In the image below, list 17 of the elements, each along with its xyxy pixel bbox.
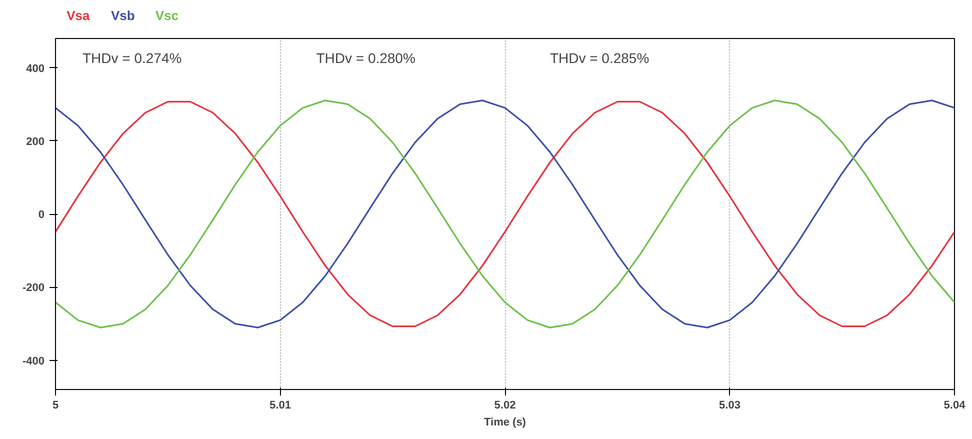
y-tick-label: 200 [26, 136, 45, 148]
annotation: THDv = 0.274% [82, 50, 182, 66]
y-tick-label: -200 [22, 282, 45, 294]
x-tick-label: 5 [52, 400, 59, 412]
annotation: THDv = 0.280% [316, 50, 416, 66]
text: Vsc [155, 8, 179, 23]
y-tick-label: 0 [38, 209, 45, 221]
y-tick-label: -400 [22, 355, 45, 368]
y-tick-label: 400 [26, 62, 45, 75]
x-tick-label: 5.02 [494, 400, 516, 412]
x-tick-label: 5.01 [270, 400, 291, 412]
x-tick-label: 5.04 [944, 400, 966, 412]
x-tick-label: 5.03 [719, 400, 740, 412]
x-axis-title: Time (s) [484, 416, 526, 428]
text: Vsa [66, 8, 90, 23]
annotation: THDv = 0.285% [550, 50, 650, 66]
text: Vsb [110, 8, 135, 23]
